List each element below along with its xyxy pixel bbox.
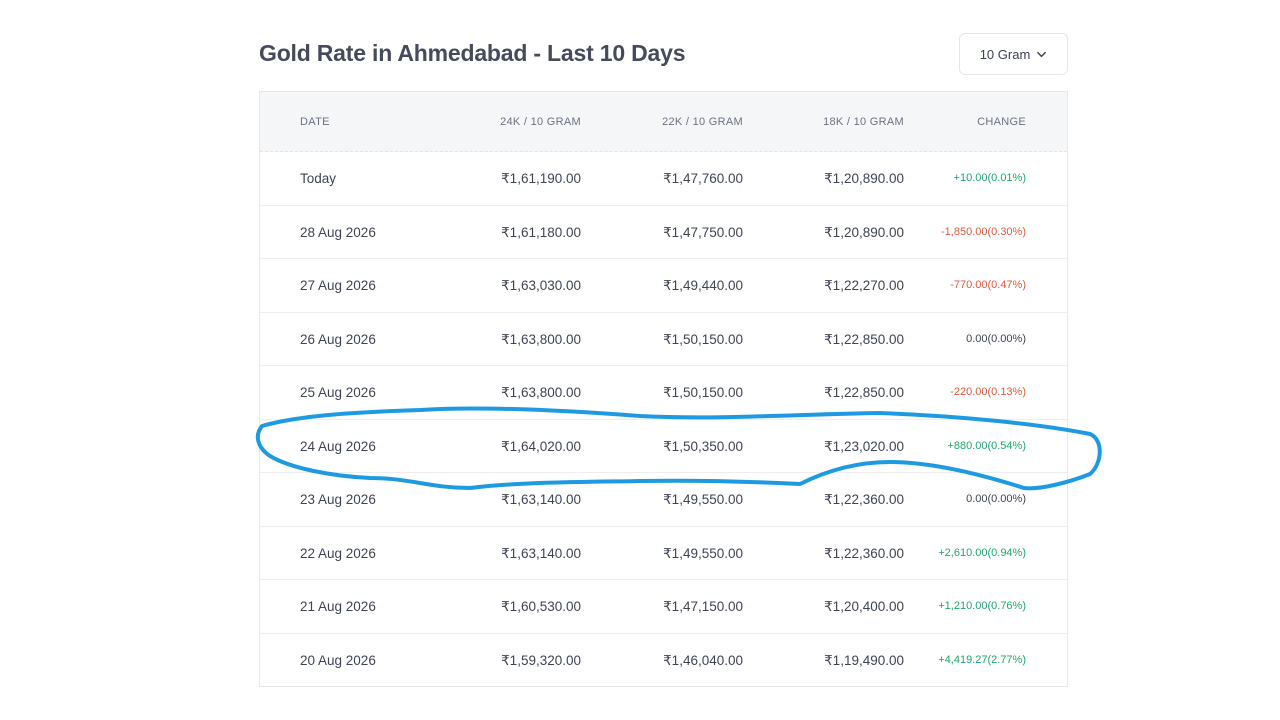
date-cell: 21 Aug 2026: [300, 599, 376, 614]
table-row: 27 Aug 2026 ₹1,63,030.00 ₹1,49,440.00 ₹1,22…: [260, 259, 1067, 313]
gold-rate-table: DATE 24K / 10 GRAM 22K / 10 GRAM 18K / 1…: [259, 91, 1068, 687]
rate-18k-cell: ₹1,20,890.00: [824, 171, 904, 186]
rate-24k-cell: ₹1,63,030.00: [501, 278, 581, 293]
column-header-change: CHANGE: [977, 116, 1026, 128]
table-row: 26 Aug 2026 ₹1,63,800.00 ₹1,50,150.00 ₹1,22…: [260, 313, 1067, 366]
rate-22k-cell: ₹1,49,550.00: [663, 492, 743, 507]
date-cell: 26 Aug 2026: [300, 331, 376, 347]
change-cell: +880.00(0.54%): [947, 439, 1026, 452]
rate-24k-cell: ₹1,61,190.00: [501, 171, 581, 186]
rate-22k-cell: ₹1,47,750.00: [663, 224, 743, 240]
change-cell: +1,210.00(0.76%): [938, 600, 1026, 612]
rate-18k-cell: ₹1,22,270.00: [824, 278, 904, 293]
change-cell: 0.00(0.00%): [966, 493, 1026, 505]
chevron-down-icon: [1037, 51, 1047, 57]
date-cell: 23 Aug 2026: [300, 492, 376, 507]
column-header-24k: 24K / 10 GRAM: [500, 116, 581, 128]
rate-24k-cell: ₹1,63,800.00: [501, 385, 581, 400]
table-row: 21 Aug 2026 ₹1,60,530.00 ₹1,47,150.00 ₹1,20…: [260, 580, 1067, 634]
change-cell: +10.00(0.01%): [953, 172, 1026, 184]
table-row: 25 Aug 2026 ₹1,63,800.00 ₹1,50,150.00 ₹1,22…: [260, 366, 1067, 420]
date-cell: Today: [300, 171, 337, 186]
page-title: Gold Rate in Ahmedabad - Last 10 Days: [259, 40, 686, 66]
rate-18k-cell: ₹1,22,850.00: [824, 385, 904, 400]
rate-24k-cell: ₹1,61,180.00: [501, 224, 581, 240]
table-row: 20 Aug 2026 ₹1,59,320.00 ₹1,46,040.00 ₹1,19…: [260, 634, 1067, 688]
rate-24k-cell: ₹1,64,020.00: [501, 438, 581, 454]
table-body: Today ₹1,61,190.00 ₹1,47,760.00 ₹1,20,890.0…: [260, 152, 1067, 687]
rate-18k-cell: ₹1,19,490.00: [824, 652, 904, 668]
rate-18k-cell: ₹1,20,890.00: [824, 224, 904, 240]
change-cell: +4,419.27(2.77%): [938, 653, 1026, 666]
rate-24k-cell: ₹1,63,140.00: [501, 492, 581, 507]
date-cell: 28 Aug 2026: [300, 224, 376, 240]
table-row: 24 Aug 2026 ₹1,64,020.00 ₹1,50,350.00 ₹1,23…: [260, 420, 1067, 473]
unit-dropdown[interactable]: 10 Gram: [959, 33, 1068, 75]
table-row: 22 Aug 2026 ₹1,63,140.00 ₹1,49,550.00 ₹1,22…: [260, 527, 1067, 580]
rate-22k-cell: ₹1,49,550.00: [663, 545, 743, 561]
change-cell: -220.00(0.13%): [950, 386, 1026, 398]
table-header: DATE 24K / 10 GRAM 22K / 10 GRAM 18K / 1…: [260, 92, 1067, 152]
date-cell: 27 Aug 2026: [300, 278, 376, 293]
change-cell: -770.00(0.47%): [950, 279, 1026, 291]
rate-18k-cell: ₹1,22,360.00: [824, 545, 904, 561]
rate-22k-cell: ₹1,46,040.00: [663, 652, 743, 668]
date-cell: 25 Aug 2026: [300, 385, 376, 400]
rate-22k-cell: ₹1,50,150.00: [663, 331, 743, 347]
rate-22k-cell: ₹1,47,760.00: [663, 171, 743, 186]
rate-22k-cell: ₹1,50,350.00: [663, 438, 743, 454]
rate-24k-cell: ₹1,59,320.00: [501, 652, 581, 668]
date-cell: 22 Aug 2026: [300, 545, 376, 561]
rate-18k-cell: ₹1,22,360.00: [824, 492, 904, 507]
rate-18k-cell: ₹1,20,400.00: [824, 599, 904, 614]
rate-24k-cell: ₹1,60,530.00: [501, 599, 581, 614]
rate-18k-cell: ₹1,22,850.00: [824, 331, 904, 347]
rate-24k-cell: ₹1,63,800.00: [501, 331, 581, 347]
table-row: 28 Aug 2026 ₹1,61,180.00 ₹1,47,750.00 ₹1,20…: [260, 206, 1067, 259]
unit-dropdown-value: 10 Gram: [979, 46, 1031, 62]
column-header-22k: 22K / 10 GRAM: [662, 116, 743, 128]
rate-18k-cell: ₹1,23,020.00: [824, 438, 904, 454]
table-row: 23 Aug 2026 ₹1,63,140.00 ₹1,49,550.00 ₹1,22…: [260, 473, 1067, 527]
rate-22k-cell: ₹1,49,440.00: [663, 278, 743, 293]
rate-24k-cell: ₹1,63,140.00: [501, 545, 581, 561]
date-cell: 24 Aug 2026: [300, 438, 376, 454]
date-cell: 20 Aug 2026: [300, 652, 376, 668]
rate-22k-cell: ₹1,50,150.00: [663, 385, 743, 400]
column-header-18k: 18K / 10 GRAM: [823, 116, 904, 128]
rate-22k-cell: ₹1,47,150.00: [663, 599, 743, 614]
change-cell: +2,610.00(0.94%): [938, 546, 1026, 559]
table-row: Today ₹1,61,190.00 ₹1,47,760.00 ₹1,20,890.0…: [260, 152, 1067, 206]
change-cell: -1,850.00(0.30%): [941, 225, 1026, 238]
column-header-date: DATE: [300, 116, 330, 128]
change-cell: 0.00(0.00%): [966, 332, 1026, 345]
